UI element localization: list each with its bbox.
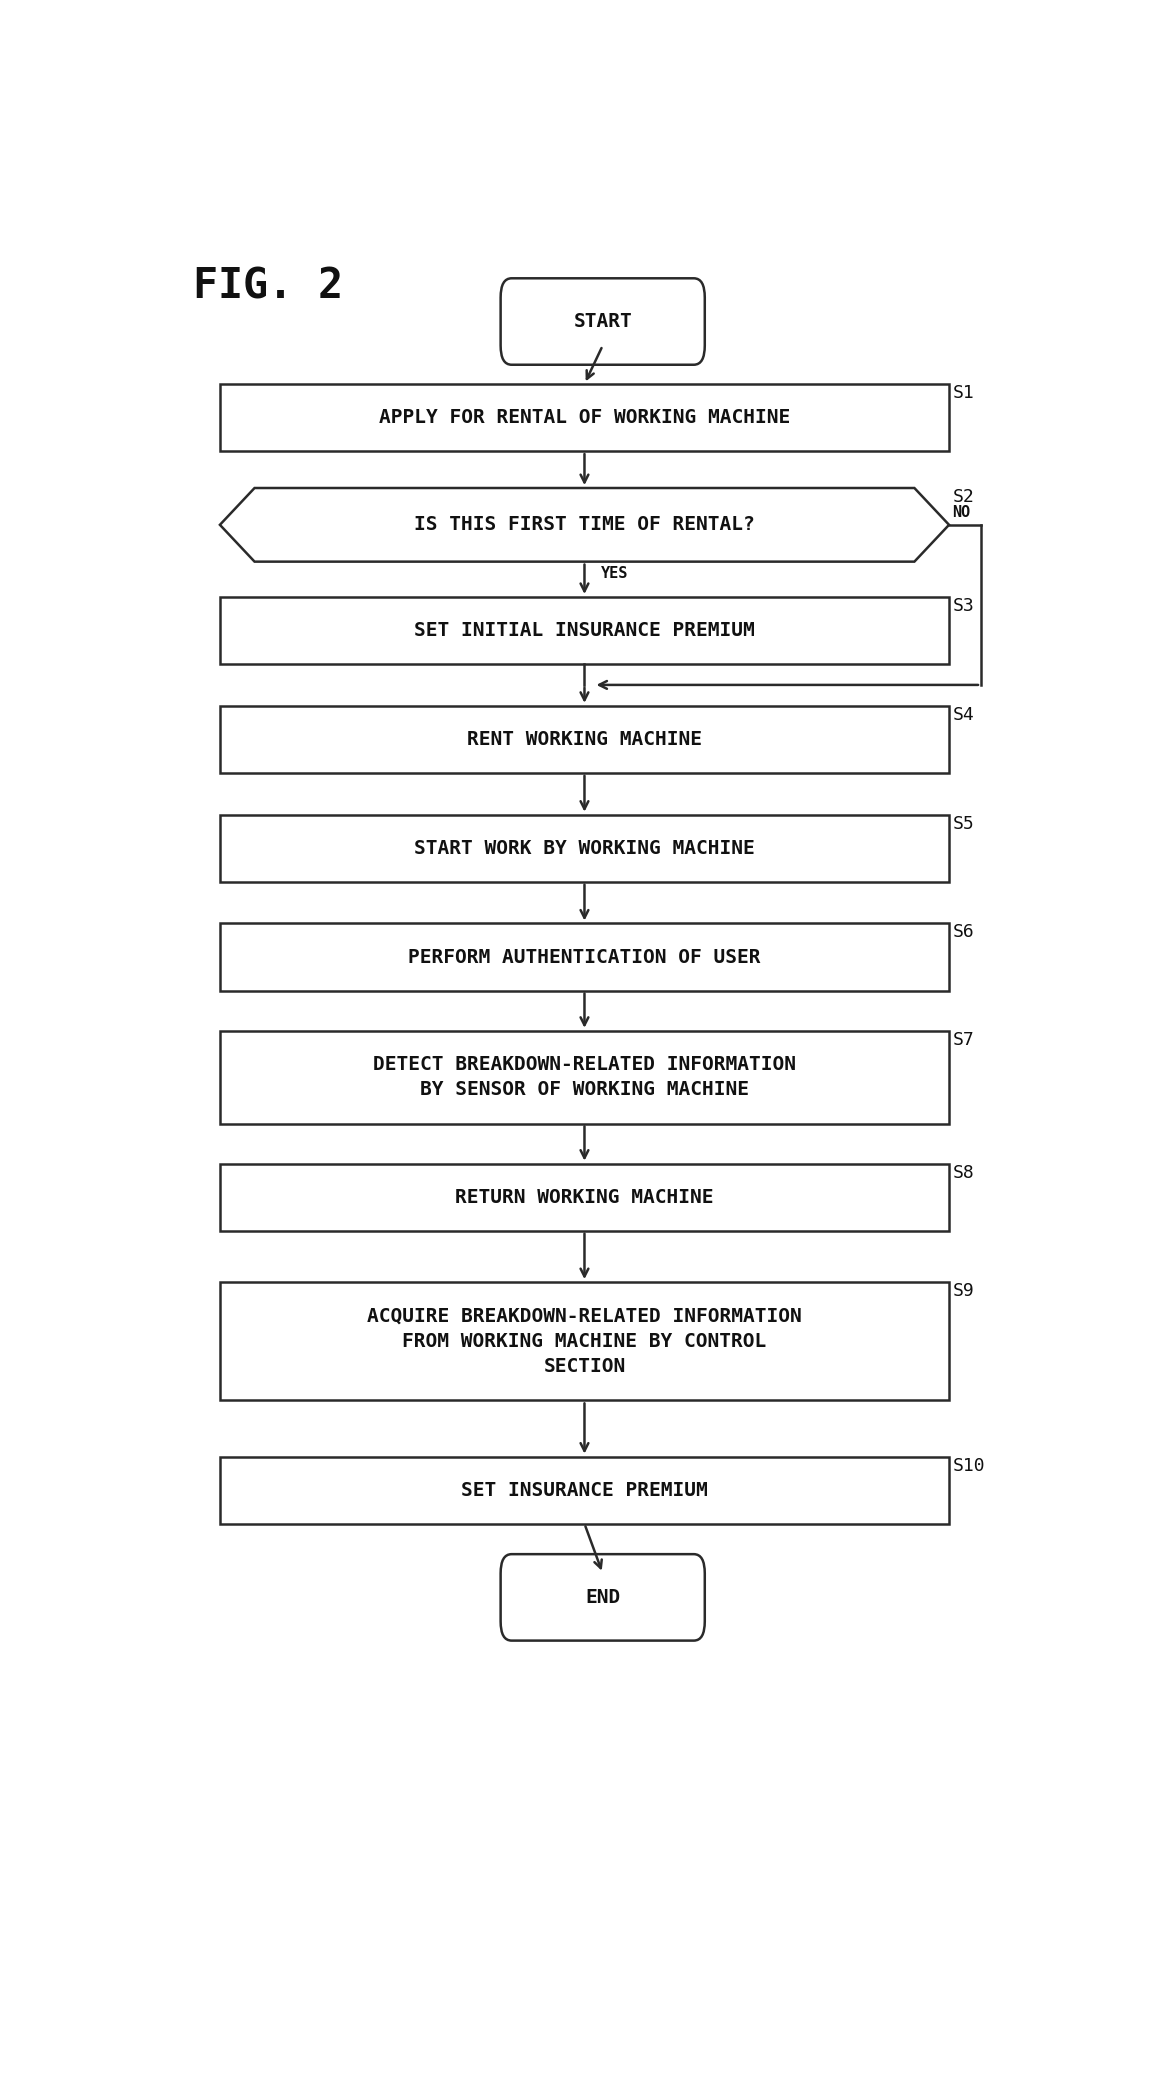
Text: PERFORM AUTHENTICATION OF USER: PERFORM AUTHENTICATION OF USER xyxy=(408,948,761,967)
Polygon shape xyxy=(220,489,949,561)
Text: DETECT BREAKDOWN-RELATED INFORMATION
BY SENSOR OF WORKING MACHINE: DETECT BREAKDOWN-RELATED INFORMATION BY … xyxy=(373,1056,796,1100)
Text: NO: NO xyxy=(951,505,970,520)
Bar xyxy=(220,815,949,881)
Bar xyxy=(220,597,949,663)
Text: END: END xyxy=(586,1588,620,1607)
Bar xyxy=(220,705,949,773)
Text: FIG. 2: FIG. 2 xyxy=(193,266,342,308)
Text: S7: S7 xyxy=(953,1031,975,1048)
Text: SET INSURANCE PREMIUM: SET INSURANCE PREMIUM xyxy=(461,1480,708,1499)
Text: S2: S2 xyxy=(953,489,975,505)
Text: S10: S10 xyxy=(953,1457,985,1474)
Text: S8: S8 xyxy=(953,1164,975,1181)
Text: S9: S9 xyxy=(953,1283,975,1299)
FancyBboxPatch shape xyxy=(501,279,704,364)
Text: IS THIS FIRST TIME OF RENTAL?: IS THIS FIRST TIME OF RENTAL? xyxy=(414,516,755,534)
Text: S5: S5 xyxy=(953,815,975,832)
Text: YES: YES xyxy=(601,565,628,582)
Text: S6: S6 xyxy=(953,923,975,942)
Text: ACQUIRE BREAKDOWN-RELATED INFORMATION
FROM WORKING MACHINE BY CONTROL
SECTION: ACQUIRE BREAKDOWN-RELATED INFORMATION FR… xyxy=(367,1308,802,1376)
Bar xyxy=(220,923,949,992)
Text: START: START xyxy=(574,312,632,331)
Text: SET INITIAL INSURANCE PREMIUM: SET INITIAL INSURANCE PREMIUM xyxy=(414,622,755,640)
Bar xyxy=(220,1457,949,1524)
Bar xyxy=(220,1031,949,1123)
Text: RENT WORKING MACHINE: RENT WORKING MACHINE xyxy=(467,730,702,748)
Text: S1: S1 xyxy=(953,385,975,401)
Text: S3: S3 xyxy=(953,597,975,615)
FancyBboxPatch shape xyxy=(501,1555,704,1640)
Text: START WORK BY WORKING MACHINE: START WORK BY WORKING MACHINE xyxy=(414,838,755,859)
Bar xyxy=(220,1283,949,1401)
Text: S4: S4 xyxy=(953,705,975,723)
Bar xyxy=(220,385,949,451)
Bar xyxy=(220,1164,949,1231)
Text: APPLY FOR RENTAL OF WORKING MACHINE: APPLY FOR RENTAL OF WORKING MACHINE xyxy=(379,407,790,426)
Text: RETURN WORKING MACHINE: RETURN WORKING MACHINE xyxy=(455,1187,714,1206)
